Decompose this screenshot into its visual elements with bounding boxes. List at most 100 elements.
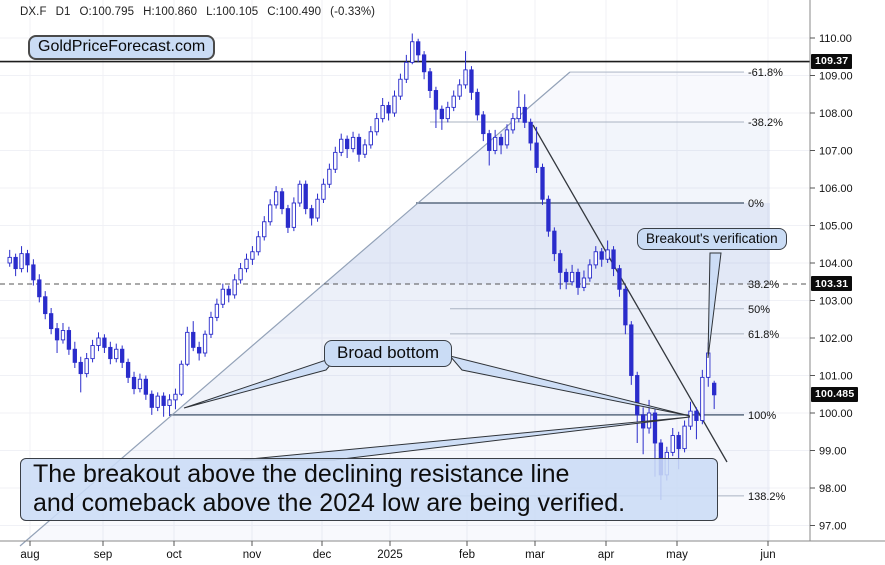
candle-body xyxy=(558,253,563,273)
candle-body xyxy=(439,108,445,120)
candle-body xyxy=(356,136,362,155)
candle-body xyxy=(688,410,693,427)
time-tick-label-nov: nov xyxy=(243,549,262,561)
candle-body xyxy=(238,268,243,281)
candle-body xyxy=(534,142,539,168)
candle-body xyxy=(48,313,54,330)
candle-body xyxy=(623,288,628,326)
candle-body xyxy=(309,208,314,219)
price-tick-label: 99.00 xyxy=(819,446,847,458)
callout-pointers xyxy=(183,252,722,461)
candle-body xyxy=(7,256,12,264)
time-tick-label-aug: aug xyxy=(20,549,39,561)
candle-body xyxy=(179,363,184,395)
bottom-note-annotation[interactable]: The breakout above the declining resista… xyxy=(20,458,718,521)
candle-body xyxy=(344,138,350,150)
candle-body xyxy=(268,204,273,223)
candle-body xyxy=(297,183,302,204)
candle-body xyxy=(31,264,36,281)
candlestick-series xyxy=(7,33,717,500)
candle-body xyxy=(84,358,89,375)
bottom-note-line1: The breakout above the declining resista… xyxy=(33,460,570,488)
price-tick-label: 109.00 xyxy=(819,71,853,83)
price-tick-label: 102.00 xyxy=(819,333,853,345)
candle-body xyxy=(125,361,131,378)
candle-body xyxy=(410,41,415,63)
candle-body xyxy=(451,95,456,108)
candle-body xyxy=(149,393,154,408)
candle-body xyxy=(37,279,42,298)
candle-body xyxy=(327,168,332,185)
symbol-label: DX.F xyxy=(20,6,47,18)
time-tick-label-oct: oct xyxy=(166,549,182,561)
price-badge-100.485: 100.485 xyxy=(811,386,859,402)
candle-body xyxy=(102,337,107,348)
candle-body xyxy=(475,91,480,116)
breakout-verification-pointer xyxy=(707,252,722,359)
candle-body xyxy=(214,303,220,318)
candle-body xyxy=(256,236,261,253)
candle-body xyxy=(250,251,255,260)
candle-body xyxy=(392,95,397,114)
candle-body xyxy=(220,288,225,305)
broad-bottom-right-pointer xyxy=(448,355,691,417)
candle-body xyxy=(273,191,279,206)
candle-body xyxy=(333,151,338,170)
goldpriceforecast-watermark-badge: GoldPriceForecast.com xyxy=(28,35,216,60)
price-tick-label: 106.00 xyxy=(819,183,853,195)
candle-body xyxy=(605,249,610,260)
price-tick-label: 104.00 xyxy=(819,258,853,270)
candle-body xyxy=(185,331,190,365)
candle-body xyxy=(262,221,267,238)
time-tick-label-sep: sep xyxy=(94,549,113,561)
breakout-verification-annotation[interactable]: Breakout's verification xyxy=(637,228,787,250)
candle-body xyxy=(617,268,622,290)
time-tick-label-may: may xyxy=(666,549,688,561)
price-tick-label: 100.00 xyxy=(819,408,853,420)
fib-label-61.8%: 61.8% xyxy=(748,329,779,341)
candle-body xyxy=(208,316,214,335)
candle-body xyxy=(510,118,516,131)
fib-label-138.2%: 138.2% xyxy=(748,491,786,503)
candle-body xyxy=(421,54,427,73)
price-tick-label: 110.00 xyxy=(819,33,852,45)
candle-body xyxy=(700,376,705,421)
broad-bottom-annotation[interactable]: Broad bottom xyxy=(324,340,453,367)
candle-body xyxy=(682,425,687,450)
candle-body xyxy=(528,121,533,144)
candle-body xyxy=(131,376,137,390)
candle-body xyxy=(232,279,237,296)
time-tick-label-dec: dec xyxy=(313,549,332,561)
candle-body xyxy=(108,346,113,360)
candle-body xyxy=(593,251,598,266)
candle-body xyxy=(676,435,681,450)
candle-body xyxy=(96,337,101,346)
shade-band xyxy=(172,334,770,415)
candle-body xyxy=(445,106,450,120)
declining-resistance-line[interactable] xyxy=(532,124,728,463)
candle-body xyxy=(540,166,545,200)
candle-body xyxy=(487,133,492,151)
candle-body xyxy=(481,114,486,135)
candle-body xyxy=(516,106,521,120)
time-tick-label-apr: apr xyxy=(598,549,615,561)
candle-body xyxy=(339,138,344,153)
shade-band xyxy=(324,203,770,284)
price-tick-label: 101.00 xyxy=(819,371,853,383)
candle-body xyxy=(611,249,616,270)
candle-body xyxy=(546,198,551,232)
candle-body xyxy=(463,69,468,86)
low-value: L:100.105 xyxy=(206,6,259,18)
candle-body xyxy=(374,118,379,133)
candle-body xyxy=(386,105,391,114)
candle-body xyxy=(202,333,208,354)
candle-body xyxy=(629,324,634,376)
candle-body xyxy=(362,144,368,155)
fib-label-50%: 50% xyxy=(748,304,770,316)
ohlc-header: DX.F D1 O:100.795 H:100.860 L:100.105 C:100.4… xyxy=(20,6,384,18)
candle-body xyxy=(552,230,557,255)
timeframe-label: D1 xyxy=(55,6,71,18)
candle-body xyxy=(599,251,604,260)
candle-body xyxy=(173,393,178,401)
candle-body xyxy=(66,330,72,350)
